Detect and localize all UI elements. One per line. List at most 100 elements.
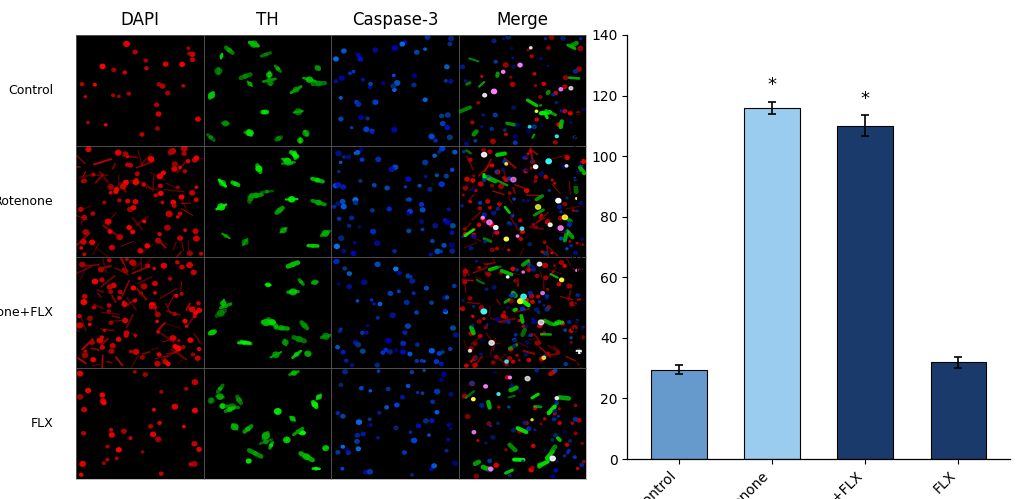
Circle shape: [264, 440, 268, 444]
Circle shape: [143, 220, 146, 223]
Circle shape: [172, 405, 177, 409]
Circle shape: [187, 338, 193, 342]
Circle shape: [518, 63, 522, 67]
Circle shape: [168, 277, 171, 280]
Circle shape: [578, 46, 582, 50]
Circle shape: [533, 165, 537, 169]
Circle shape: [177, 236, 182, 240]
Bar: [650, 370, 706, 459]
Circle shape: [79, 262, 85, 267]
Circle shape: [489, 425, 491, 427]
Circle shape: [541, 356, 545, 359]
Circle shape: [465, 364, 468, 367]
Circle shape: [462, 300, 464, 301]
Circle shape: [124, 270, 127, 272]
Circle shape: [180, 293, 182, 295]
Circle shape: [274, 409, 280, 414]
Circle shape: [507, 376, 511, 379]
Circle shape: [173, 345, 177, 348]
Circle shape: [231, 424, 237, 430]
Circle shape: [544, 38, 546, 39]
Circle shape: [444, 175, 447, 178]
Circle shape: [322, 446, 328, 451]
Circle shape: [149, 425, 153, 428]
Circle shape: [516, 124, 519, 127]
Circle shape: [504, 363, 507, 366]
Text: Merge: Merge: [496, 11, 548, 29]
Circle shape: [512, 429, 515, 432]
Circle shape: [371, 131, 373, 134]
Circle shape: [107, 285, 112, 289]
Circle shape: [161, 171, 165, 175]
Circle shape: [377, 412, 380, 414]
Circle shape: [196, 117, 200, 121]
Circle shape: [415, 50, 419, 54]
Circle shape: [540, 125, 542, 126]
Circle shape: [198, 348, 201, 350]
Circle shape: [573, 136, 576, 139]
Circle shape: [475, 260, 477, 262]
Circle shape: [406, 274, 409, 277]
Circle shape: [580, 238, 583, 241]
Circle shape: [133, 349, 139, 354]
Circle shape: [534, 180, 536, 182]
Circle shape: [495, 317, 499, 321]
Circle shape: [352, 70, 355, 73]
Circle shape: [516, 354, 518, 356]
Circle shape: [569, 121, 572, 124]
Circle shape: [448, 80, 452, 83]
Circle shape: [577, 298, 580, 300]
Circle shape: [511, 215, 514, 217]
Circle shape: [345, 449, 350, 453]
Circle shape: [478, 335, 481, 337]
Circle shape: [553, 265, 554, 266]
Circle shape: [572, 209, 575, 211]
Circle shape: [479, 306, 483, 309]
Circle shape: [530, 300, 533, 303]
Circle shape: [224, 235, 227, 237]
Circle shape: [477, 224, 480, 226]
Circle shape: [405, 300, 409, 304]
Circle shape: [108, 259, 111, 261]
Circle shape: [439, 114, 443, 117]
Circle shape: [502, 160, 506, 163]
Circle shape: [356, 151, 360, 154]
Circle shape: [133, 371, 136, 373]
Circle shape: [160, 84, 165, 88]
Circle shape: [468, 349, 471, 352]
Circle shape: [472, 189, 474, 191]
Circle shape: [504, 133, 506, 136]
Circle shape: [553, 183, 555, 184]
Circle shape: [486, 324, 487, 325]
Circle shape: [244, 74, 248, 78]
Circle shape: [474, 190, 477, 191]
Circle shape: [300, 281, 303, 283]
Circle shape: [101, 336, 103, 339]
Circle shape: [529, 47, 532, 49]
Circle shape: [450, 224, 454, 228]
Circle shape: [449, 423, 451, 425]
Circle shape: [351, 251, 356, 255]
Circle shape: [182, 426, 184, 428]
Circle shape: [103, 201, 106, 204]
Circle shape: [116, 337, 120, 341]
Circle shape: [219, 181, 225, 186]
Circle shape: [338, 236, 343, 241]
Text: Rotenone+FLX: Rotenone+FLX: [0, 306, 53, 319]
Circle shape: [506, 276, 508, 278]
Circle shape: [548, 373, 551, 375]
Circle shape: [144, 59, 147, 62]
Circle shape: [376, 157, 380, 161]
Circle shape: [512, 345, 515, 347]
Circle shape: [554, 401, 557, 403]
Circle shape: [511, 267, 515, 270]
Circle shape: [527, 359, 530, 361]
Circle shape: [532, 265, 534, 267]
Circle shape: [486, 273, 490, 276]
Circle shape: [85, 96, 87, 98]
Circle shape: [386, 388, 389, 390]
Circle shape: [482, 213, 486, 217]
Circle shape: [487, 150, 491, 153]
Circle shape: [372, 184, 376, 187]
Circle shape: [452, 150, 457, 154]
